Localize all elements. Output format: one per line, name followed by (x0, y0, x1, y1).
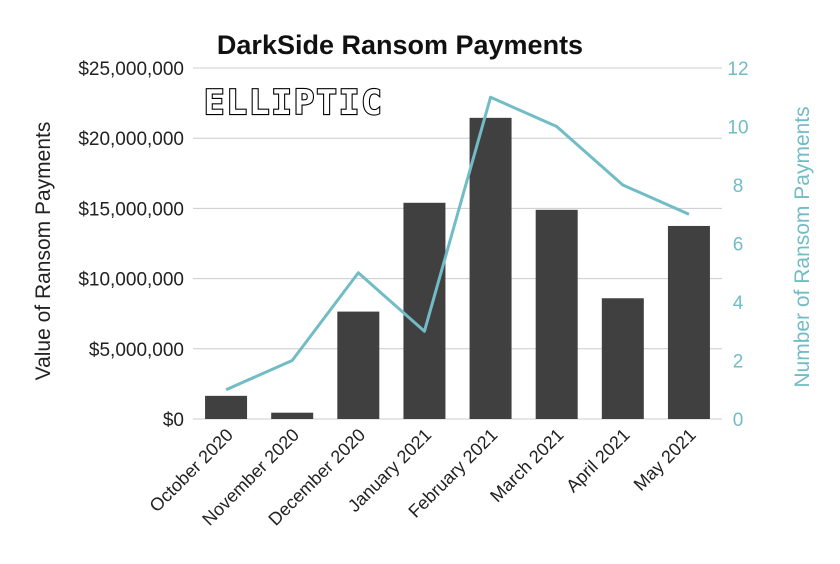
left-tick-label: $5,000,000 (89, 340, 184, 361)
right-tick-label: 0 (733, 410, 744, 431)
bar (205, 396, 247, 419)
right-tick-label: 6 (733, 235, 744, 256)
chart-title: DarkSide Ransom Payments (217, 30, 583, 60)
left-tick-label: $15,000,000 (78, 199, 184, 220)
bar-series (205, 118, 710, 419)
left-tick-label: $25,000,000 (78, 59, 184, 80)
right-tick-label: 8 (733, 176, 744, 197)
bar (337, 312, 379, 419)
bar (536, 210, 578, 419)
left-tick-label: $20,000,000 (78, 129, 184, 150)
bar (602, 298, 644, 419)
right-tick-label: 10 (727, 118, 748, 139)
left-axis-title: Value of Ransom Payments (32, 122, 55, 381)
bar (403, 203, 445, 419)
right-axis-title: Number of Ransom Payments (791, 106, 814, 387)
left-tick-label: $0 (163, 410, 184, 431)
bar (271, 413, 313, 419)
left-tick-label: $10,000,000 (78, 270, 184, 291)
category-label: April 2021 (562, 425, 633, 496)
right-axis-ticks: 0 2 4 6 8 10 12 (727, 59, 748, 431)
bar (470, 118, 512, 419)
elliptic-logo: ELLIPTIC (204, 83, 384, 123)
right-tick-label: 12 (727, 59, 748, 80)
category-label: May 2021 (630, 425, 700, 495)
right-tick-label: 4 (733, 293, 744, 314)
left-axis-ticks: $0 $5,000,000 $10,000,000 $15,000,000 $20,00… (78, 59, 184, 431)
right-tick-label: 2 (733, 352, 744, 373)
bar (668, 226, 710, 419)
